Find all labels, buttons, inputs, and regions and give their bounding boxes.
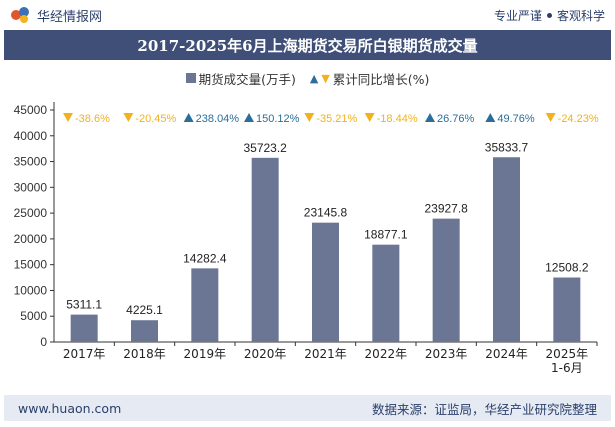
x-tick-label: 2020年: [244, 347, 287, 361]
bar-value-label: 12508.2: [545, 261, 589, 275]
bar: [131, 320, 158, 342]
bar: [432, 218, 460, 342]
y-tick-label: 15000: [14, 258, 48, 272]
legend-item-volume: 期货成交量(万手): [185, 69, 296, 88]
legend-bar-swatch-icon: [185, 73, 196, 83]
legend-triangle-up-icon: ▲: [309, 71, 319, 85]
y-tick-label: 5000: [20, 309, 47, 323]
growth-rate-label: 150.12%: [256, 113, 300, 125]
separator-dot-icon: [546, 12, 552, 18]
y-tick-label: 30000: [14, 180, 48, 194]
bar: [312, 222, 339, 342]
chart-legend: 期货成交量(万手) ▲ ▼ 累计同比增长(%): [0, 68, 615, 88]
x-tick-label: 2022年: [365, 347, 408, 361]
growth-rate-label: -24.23%: [558, 113, 599, 125]
top-bar: 华经情报网 专业严谨 客观科学: [0, 0, 615, 30]
growth-rate-label: -18.44%: [377, 113, 418, 125]
bar-value-label: 14282.4: [183, 251, 227, 265]
legend-label-volume: 期货成交量(万手): [198, 71, 296, 87]
growth-down-marker-icon: [545, 113, 556, 122]
footer-bar: www.huaon.com 数据来源：证监局，华经产业研究院整理: [4, 395, 611, 421]
bar: [553, 277, 581, 342]
bar-value-label: 23145.8: [304, 206, 348, 220]
x-tick-label: 2025年: [546, 347, 589, 361]
bar: [372, 244, 400, 342]
bar: [493, 157, 520, 342]
growth-up-marker-icon: [244, 113, 254, 122]
bar: [70, 314, 98, 342]
x-tick-label: 2019年: [184, 347, 227, 361]
y-tick-label: 10000: [14, 283, 48, 297]
growth-down-marker-icon: [364, 113, 375, 122]
bar: [251, 157, 279, 342]
growth-up-marker-icon: [425, 113, 435, 122]
footer-website: www.huaon.com: [18, 400, 122, 416]
bar-value-label: 23927.8: [424, 202, 468, 216]
y-tick-label: 35000: [14, 155, 48, 169]
growth-up-marker-icon: [485, 113, 496, 122]
bar-value-label: 35833.7: [485, 140, 529, 154]
growth-rate-label: -20.45%: [135, 113, 176, 125]
growth-rate-label: 238.04%: [196, 113, 240, 125]
y-tick-label: 40000: [14, 129, 48, 143]
bar-value-label: 18877.1: [364, 228, 408, 242]
chart-title: 2017-2025年6月上海期货交易所白银期货成交量: [4, 30, 611, 60]
growth-up-marker-icon: [183, 113, 194, 122]
bar-value-label: 5311.1: [66, 298, 102, 312]
tagline-right: 客观科学: [556, 8, 605, 23]
legend-label-growth: 累计同比增长(%): [332, 71, 430, 87]
x-tick-label: 2018年: [123, 347, 166, 361]
brand-name: 华经情报网: [37, 9, 103, 25]
growth-down-marker-icon: [123, 113, 134, 122]
legend-triangle-down-icon: ▼: [321, 71, 330, 85]
x-tick-label: 2017年: [63, 347, 106, 361]
x-tick-label: 2021年: [304, 347, 347, 361]
x-tick-label: 2024年: [485, 347, 528, 361]
footer-source: 数据来源：证监局，华经产业研究院整理: [371, 401, 597, 417]
y-tick-label: 0: [40, 335, 47, 349]
x-tick-label: 1-6月: [551, 361, 583, 375]
brand: 华经情报网: [10, 5, 102, 25]
growth-rate-label: -38.6%: [75, 113, 110, 125]
brand-logo-icon: [11, 7, 29, 23]
tagline: 专业严谨 客观科学: [494, 7, 605, 24]
bar-value-label: 35723.2: [243, 141, 287, 155]
growth-down-marker-icon: [63, 113, 73, 122]
bar-value-label: 4225.1: [126, 303, 163, 317]
y-tick-label: 45000: [14, 103, 48, 117]
legend-item-growth: ▲ ▼ 累计同比增长(%): [310, 69, 430, 88]
growth-down-marker-icon: [304, 113, 315, 122]
bar-chart: 0 5000 10000 15000 20000 25000 30000 35000 40000…: [14, 102, 599, 375]
bar: [191, 268, 219, 342]
tagline-left: 专业严谨: [493, 8, 542, 23]
growth-rate-label: 26.76%: [437, 113, 475, 125]
x-tick-label: 2023年: [425, 347, 468, 361]
growth-rate-label: -35.21%: [316, 113, 357, 125]
growth-rate-label: 49.76%: [497, 113, 535, 125]
y-tick-label: 25000: [14, 206, 48, 220]
y-tick-label: 20000: [14, 232, 48, 246]
